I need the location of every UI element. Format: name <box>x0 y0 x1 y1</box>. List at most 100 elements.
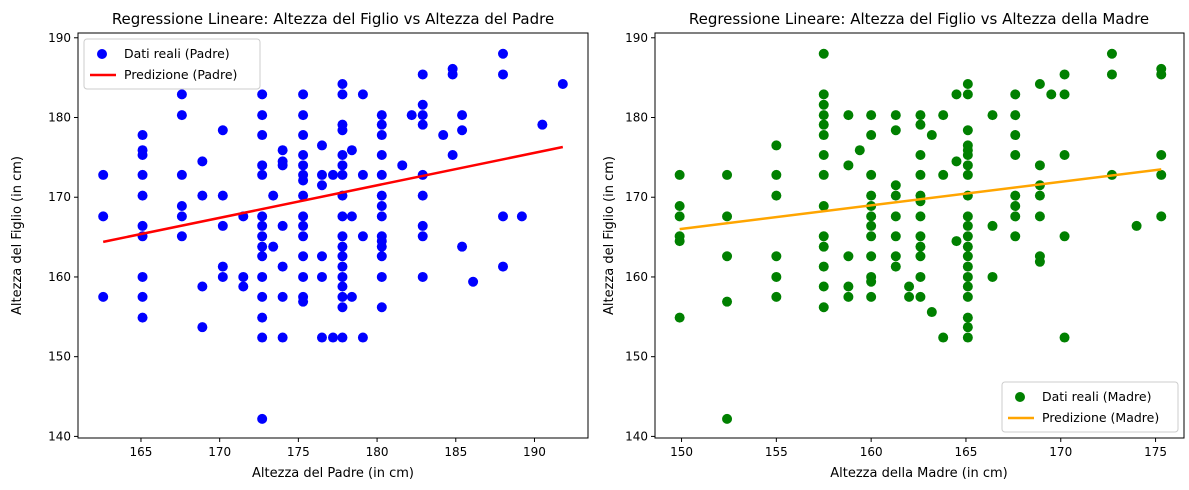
data-point <box>890 231 901 242</box>
data-point <box>962 79 973 90</box>
regression-line <box>102 145 564 244</box>
data-point <box>818 119 829 130</box>
data-point <box>1156 149 1167 160</box>
data-point <box>468 276 479 287</box>
marks-layer <box>674 48 1167 424</box>
data-point <box>818 99 829 110</box>
data-point <box>298 175 309 186</box>
data-point <box>257 160 268 171</box>
data-point <box>915 211 926 222</box>
data-point <box>1059 89 1070 100</box>
data-point <box>1010 130 1021 141</box>
data-point <box>915 271 926 282</box>
data-point <box>1059 332 1070 343</box>
data-point <box>722 211 733 222</box>
ticks-layer: 150 155 160 165 170 175 140 150 160 170 180 190 <box>625 31 1167 459</box>
data-point <box>257 413 268 424</box>
data-point <box>557 79 568 90</box>
data-point <box>257 332 268 343</box>
data-point <box>217 220 228 231</box>
data-point <box>417 69 428 80</box>
y-tick-label: 180 <box>625 111 648 125</box>
data-point <box>843 291 854 302</box>
data-point <box>137 291 148 302</box>
data-point <box>962 312 973 323</box>
data-point <box>818 110 829 121</box>
data-point <box>137 130 148 141</box>
chart-title: Regressione Lineare: Altezza del Figlio … <box>112 10 554 28</box>
data-point <box>298 89 309 100</box>
data-point <box>866 169 877 180</box>
legend-label-dati-reali: Dati reali (Madre) <box>1042 389 1151 404</box>
data-point <box>337 125 348 136</box>
data-point <box>890 211 901 222</box>
x-tick-label: 180 <box>366 445 389 459</box>
y-tick-label: 150 <box>625 350 648 364</box>
data-point <box>447 69 458 80</box>
data-point <box>866 190 877 201</box>
data-point <box>328 332 338 343</box>
data-point <box>1034 256 1045 267</box>
data-point <box>1010 201 1021 212</box>
data-point <box>376 302 387 313</box>
data-point <box>674 211 685 222</box>
data-point <box>938 169 949 180</box>
data-point <box>951 156 962 167</box>
data-point <box>277 145 288 156</box>
data-point <box>866 220 877 231</box>
data-point <box>417 190 428 201</box>
data-point <box>298 251 309 262</box>
data-point <box>337 241 348 252</box>
data-point <box>438 130 449 141</box>
y-tick-label: 160 <box>48 270 71 284</box>
data-point <box>337 149 348 160</box>
data-point <box>376 149 387 160</box>
x-axis-label: Altezza della Madre (in cm) <box>830 466 1007 481</box>
data-point <box>357 332 368 343</box>
data-point <box>257 271 268 282</box>
data-point <box>962 291 973 302</box>
data-point <box>257 169 268 180</box>
data-point <box>137 190 148 201</box>
data-point <box>516 211 527 222</box>
data-point <box>217 190 228 201</box>
y-tick-label: 180 <box>48 111 71 125</box>
data-point <box>1010 231 1021 242</box>
data-point <box>257 130 268 141</box>
data-point <box>176 169 187 180</box>
data-point <box>1156 211 1167 222</box>
x-tick-label: 190 <box>523 445 546 459</box>
data-point <box>1010 190 1021 201</box>
data-point <box>298 271 309 282</box>
data-point <box>722 296 733 307</box>
data-point <box>818 261 829 272</box>
data-point <box>674 201 685 212</box>
data-point <box>866 130 877 141</box>
data-point <box>277 160 288 171</box>
data-point <box>1059 149 1070 160</box>
data-point <box>866 251 877 262</box>
y-tick-label: 160 <box>625 270 648 284</box>
chart-title: Regressione Lineare: Altezza del Figlio … <box>689 10 1149 28</box>
data-point <box>904 281 915 292</box>
data-point <box>890 125 901 136</box>
legend-label-predizione: Predizione (Madre) <box>1042 410 1159 425</box>
data-point <box>722 413 733 424</box>
data-point <box>987 271 998 282</box>
data-point <box>417 110 428 121</box>
legend-marker-dati-reali <box>97 49 107 59</box>
data-point <box>316 271 327 282</box>
data-point <box>376 169 387 180</box>
data-point <box>722 251 733 262</box>
data-point <box>197 322 208 333</box>
data-point <box>771 169 782 180</box>
marks-layer <box>98 48 568 424</box>
legend: Dati reali (Madre) Predizione (Madre) <box>1001 381 1179 433</box>
data-point <box>962 220 973 231</box>
data-point <box>890 261 901 272</box>
data-point <box>417 220 428 231</box>
data-point <box>357 169 368 180</box>
data-point <box>197 281 208 292</box>
data-point <box>818 231 829 242</box>
